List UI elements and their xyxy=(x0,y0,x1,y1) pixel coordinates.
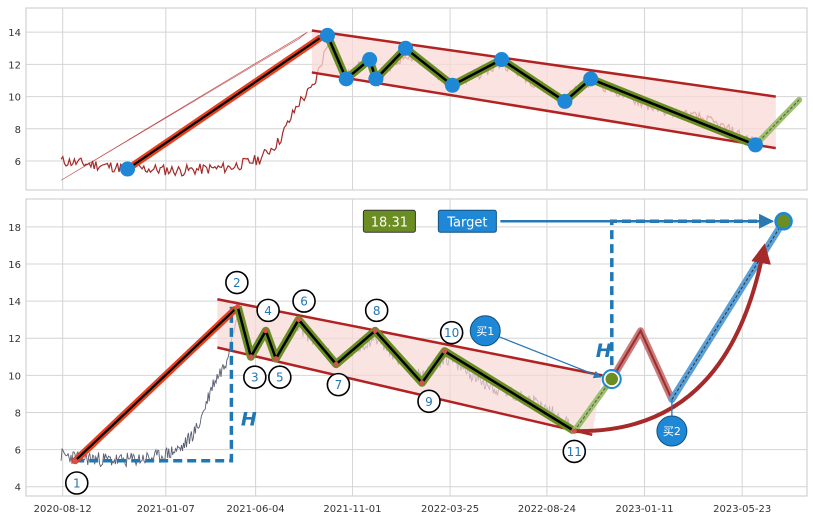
bottom-pullback-line xyxy=(610,328,673,400)
x-tick-label: 2023-01-11 xyxy=(615,504,673,515)
x-tick-label: 2021-06-04 xyxy=(227,504,285,515)
top-wave-point xyxy=(362,52,378,68)
buy1-badge xyxy=(469,315,501,347)
bottom-y-tick-label: 4 xyxy=(15,483,21,494)
wave-label: 7 xyxy=(335,378,343,392)
wave-label: 11 xyxy=(567,445,582,459)
wave-label: 6 xyxy=(300,295,308,309)
top-wave-point xyxy=(494,52,510,68)
wave-label-ring xyxy=(243,365,267,390)
measure-label-impulse: H xyxy=(241,408,257,430)
target-label: Target xyxy=(446,215,487,230)
x-tick-label: 2020-08-12 xyxy=(34,504,92,515)
bottom-projection-line xyxy=(573,378,613,432)
top-y-tick-label: 8 xyxy=(15,125,21,136)
bottom-y-tick-label: 16 xyxy=(8,260,21,271)
wave-label: 2 xyxy=(233,276,241,290)
bottom-y-tick-label: 14 xyxy=(8,297,21,308)
wave-label: 1 xyxy=(73,477,81,491)
wave-label: 10 xyxy=(444,326,459,340)
top-wave-line xyxy=(326,34,756,147)
x-tick-label: 2021-01-07 xyxy=(137,504,195,515)
bottom-wave-point xyxy=(248,354,254,360)
bottom-wave-point xyxy=(571,428,577,434)
wave-label-ring xyxy=(64,471,89,495)
wave-label: 5 xyxy=(276,371,284,385)
wave-label-ring xyxy=(417,389,441,414)
buy2-badge xyxy=(656,415,688,447)
top-wave-point xyxy=(747,137,763,153)
bottom-wave-point xyxy=(273,356,279,362)
top-wave-point xyxy=(583,71,599,87)
top-channel-lower xyxy=(311,71,776,150)
bottom-measure-impulse xyxy=(75,306,234,463)
top-wave-point xyxy=(398,40,414,56)
x-tick-label: 2021-11-01 xyxy=(323,504,381,515)
bottom-wave-point xyxy=(296,317,302,323)
bottom-wave-point xyxy=(263,328,269,334)
bottom-y-tick-label: 6 xyxy=(15,446,21,457)
top-y-tick-label: 10 xyxy=(8,93,21,104)
wave-label-ring xyxy=(268,365,292,390)
bottom-y-tick-label: 18 xyxy=(8,223,21,234)
bottom-wave-line xyxy=(236,306,575,433)
x-tick-label: 2023-05-23 xyxy=(713,504,771,515)
measure-label-projection: H xyxy=(596,340,612,362)
top-y-tick-label: 6 xyxy=(15,157,21,168)
wave-label-ring xyxy=(562,439,587,464)
bottom-channel-lower xyxy=(217,346,593,436)
top-wave-point xyxy=(368,71,384,87)
top-wave-point xyxy=(319,27,335,43)
wave-label: 3 xyxy=(251,371,259,385)
bottom-wave-point xyxy=(333,361,339,367)
bottom-target-curve xyxy=(574,243,771,434)
top-y-tick-label: 14 xyxy=(8,28,21,39)
bottom-y-tick-label: 10 xyxy=(8,371,21,382)
buy1-label: 买1 xyxy=(476,325,494,338)
wave-label-ring xyxy=(439,320,464,345)
top-wave-point xyxy=(557,93,573,109)
bottom-impulse-line xyxy=(74,308,236,462)
wave-label: 9 xyxy=(425,395,433,409)
top-channel-upper xyxy=(311,29,776,98)
buy1-ring xyxy=(601,369,622,390)
wave-label-ring xyxy=(225,270,249,295)
bottom-wave-point xyxy=(72,458,78,464)
buy1-arrow xyxy=(498,336,602,379)
bottom-wave-point xyxy=(372,328,378,334)
bottom-wave-point xyxy=(235,304,241,310)
buy2-label: 买2 xyxy=(663,425,681,438)
top-grid xyxy=(26,8,807,190)
wave-label-ring xyxy=(256,298,280,323)
target-value-label: 18.31 xyxy=(371,215,408,230)
target-value-box xyxy=(362,209,416,233)
wave-label-ring xyxy=(326,372,351,397)
top-impulse-wedge xyxy=(60,31,308,181)
wave-label-ring xyxy=(364,298,389,323)
target-point xyxy=(774,212,793,231)
top-impulse-line xyxy=(126,37,321,170)
top-wave-point xyxy=(338,71,354,87)
wave-label: 4 xyxy=(264,304,272,318)
top-wave-point xyxy=(120,161,136,177)
bottom-y-tick-label: 12 xyxy=(8,334,21,345)
x-tick-label: 2022-03-25 xyxy=(421,504,479,515)
bottom-wave-point xyxy=(419,380,425,386)
bottom-wave-point xyxy=(442,348,448,354)
wave-label-ring xyxy=(292,289,316,313)
x-tick-label: 2022-08-24 xyxy=(518,504,576,515)
top-y-tick-label: 12 xyxy=(8,60,21,71)
wave-label: 8 xyxy=(373,304,381,318)
top-wave-point xyxy=(444,77,460,93)
bottom-y-tick-label: 8 xyxy=(15,408,21,419)
buy1-point xyxy=(604,371,620,387)
bottom-channel-upper xyxy=(217,298,603,377)
target-box xyxy=(437,209,497,233)
top-projection-line xyxy=(755,99,800,146)
